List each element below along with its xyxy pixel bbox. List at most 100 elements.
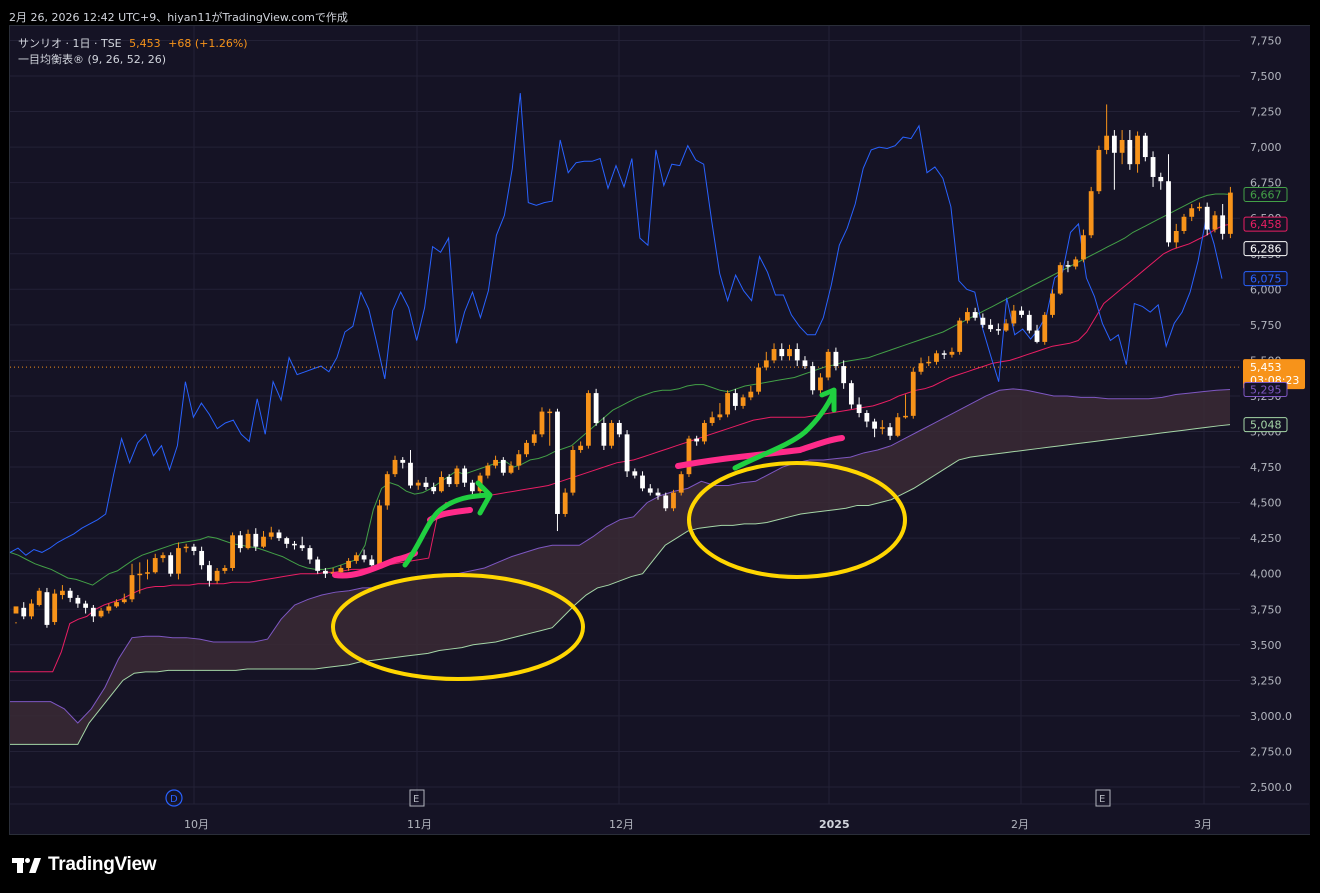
indicator-price-badge <box>1243 382 1288 398</box>
candle-body <box>446 477 452 485</box>
candle-body <box>562 492 568 514</box>
green-annotation-arrow <box>732 387 837 471</box>
candle-body <box>1142 135 1148 158</box>
candle-body <box>926 361 932 364</box>
candle-body <box>980 317 986 325</box>
price-label: 6,075 <box>1250 273 1282 286</box>
candle-body <box>934 353 939 362</box>
price-axis-tick-label: 3,750 <box>1250 603 1282 616</box>
candle-body <box>895 417 901 436</box>
candle-body <box>454 468 460 485</box>
indicator-label[interactable]: 一目均衡表® (9, 26, 52, 26) <box>18 53 167 66</box>
candle-body <box>493 459 498 466</box>
price-axis-tick-label: 4,500 <box>1250 497 1282 510</box>
candle-body <box>655 492 661 496</box>
candle-body <box>253 533 259 547</box>
candle-body <box>732 393 738 406</box>
candle-body <box>1011 310 1017 324</box>
candle-body <box>825 351 831 378</box>
candle-body <box>531 434 537 443</box>
candle-body <box>462 468 468 483</box>
candle-body <box>423 482 429 487</box>
price-axis-tick-label: 7,000 <box>1250 141 1282 154</box>
senkou-span-b-line <box>10 388 1231 724</box>
earnings-marker-icon[interactable] <box>409 789 425 807</box>
candle-body <box>516 454 522 466</box>
candle-body <box>717 414 723 418</box>
candle-body <box>384 474 390 506</box>
candle-body <box>431 486 437 492</box>
time-axis-tick-label: 2月 <box>1011 818 1029 831</box>
candle-body <box>663 495 669 509</box>
candle-body <box>1212 215 1218 230</box>
candle-body <box>485 465 491 476</box>
candle-body <box>1050 293 1055 315</box>
candle-body <box>1065 265 1071 267</box>
candle-body <box>276 532 282 539</box>
price-axis-tick-label: 4,750 <box>1250 461 1282 474</box>
price-label: 6,667 <box>1250 188 1282 201</box>
candle-body <box>1158 176 1164 182</box>
candle-body <box>841 366 847 384</box>
price-axis-tick-label: 3,000.0 <box>1250 710 1292 723</box>
candle-body <box>1150 157 1156 177</box>
candle-body <box>408 462 413 486</box>
candle-body <box>624 434 630 472</box>
candle-body <box>160 555 166 559</box>
time-axis-tick-label: 10月 <box>184 818 209 831</box>
earnings-marker-icon[interactable] <box>1095 789 1111 807</box>
candle-body <box>616 422 622 435</box>
price-label: 6,286 <box>1250 243 1282 256</box>
candle-body <box>879 427 885 429</box>
candle-body <box>1135 135 1140 165</box>
candle-body <box>918 363 924 372</box>
candle-body <box>1096 149 1102 192</box>
candle-body <box>199 550 205 566</box>
candle-body <box>887 427 893 436</box>
indicator-price-badge <box>1243 216 1288 232</box>
candle-body <box>152 558 158 573</box>
candle-body <box>206 565 212 581</box>
candle-body <box>315 559 321 571</box>
price-label: 5,048 <box>1250 419 1282 432</box>
candle-body <box>601 422 607 446</box>
candle-body <box>972 312 978 318</box>
candle-body <box>910 371 916 416</box>
candle-body <box>508 465 514 473</box>
price-label: 5,295 <box>1250 384 1282 397</box>
price-axis-tick-label: 4,250 <box>1250 532 1282 545</box>
candle-body <box>338 568 344 573</box>
candle-body <box>36 590 42 605</box>
candle-body <box>1111 135 1117 153</box>
event-marker-label: E <box>413 794 419 805</box>
candle-body <box>539 411 545 435</box>
time-axis-tick-label: 2025 <box>819 818 850 831</box>
price-axis-tick-label: 6,750 <box>1250 177 1282 190</box>
candle-body <box>779 349 785 357</box>
candle-body <box>740 397 746 406</box>
brand-name: TradingView <box>48 854 157 875</box>
last-price-badge <box>1243 359 1305 390</box>
candle-body <box>284 538 290 544</box>
candle-body <box>400 459 406 463</box>
candle-body <box>957 320 963 352</box>
candle-body <box>323 570 328 574</box>
candlestick-chart[interactable]: 7,7507,5007,2507,0006,7506,5006,2506,000… <box>0 0 1320 840</box>
candle-body <box>748 391 754 398</box>
symbol-label[interactable]: サンリオ · 1日 · TSE <box>18 37 122 50</box>
candle-body <box>44 592 50 625</box>
event-marker-label: E <box>1099 794 1105 805</box>
candle-body <box>1042 314 1048 342</box>
candle-body <box>307 548 313 560</box>
candle-body <box>632 471 638 476</box>
candle-body <box>1073 259 1079 267</box>
tradingview-logo-icon <box>12 856 42 874</box>
candle-body <box>168 555 174 574</box>
candle-body <box>1034 330 1040 342</box>
dividend-marker-icon[interactable] <box>165 789 183 807</box>
candle-body <box>640 475 645 489</box>
price-axis-tick-label: 3,250 <box>1250 674 1282 687</box>
candle-body <box>292 543 297 546</box>
footer <box>0 840 1320 893</box>
candle-body <box>547 411 553 414</box>
